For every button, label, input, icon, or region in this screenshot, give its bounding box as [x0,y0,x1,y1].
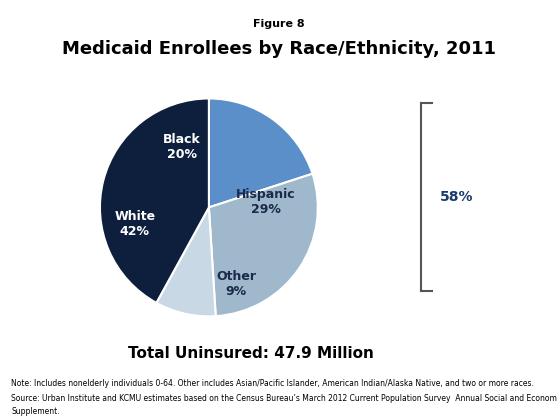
Text: Supplement.: Supplement. [11,407,60,416]
Text: Other
9%: Other 9% [216,270,256,297]
Text: Figure 8: Figure 8 [253,19,304,29]
Text: Note: Includes nonelderly individuals 0-64. Other includes Asian/Pacific Islande: Note: Includes nonelderly individuals 0-… [11,379,534,388]
Text: Hispanic
29%: Hispanic 29% [236,188,295,216]
Text: Black
20%: Black 20% [163,134,201,161]
Text: White
42%: White 42% [114,210,155,238]
Wedge shape [209,174,318,316]
Wedge shape [157,207,216,316]
Text: 58%: 58% [440,190,473,204]
Text: Source: Urban Institute and KCMU estimates based on the Census Bureau’s March 20: Source: Urban Institute and KCMU estimat… [11,394,557,403]
Text: Medicaid Enrollees by Race/Ethnicity, 2011: Medicaid Enrollees by Race/Ethnicity, 20… [61,40,496,58]
Wedge shape [100,98,209,303]
Text: Total Uninsured: 47.9 Million: Total Uninsured: 47.9 Million [128,346,374,361]
Wedge shape [209,98,312,207]
